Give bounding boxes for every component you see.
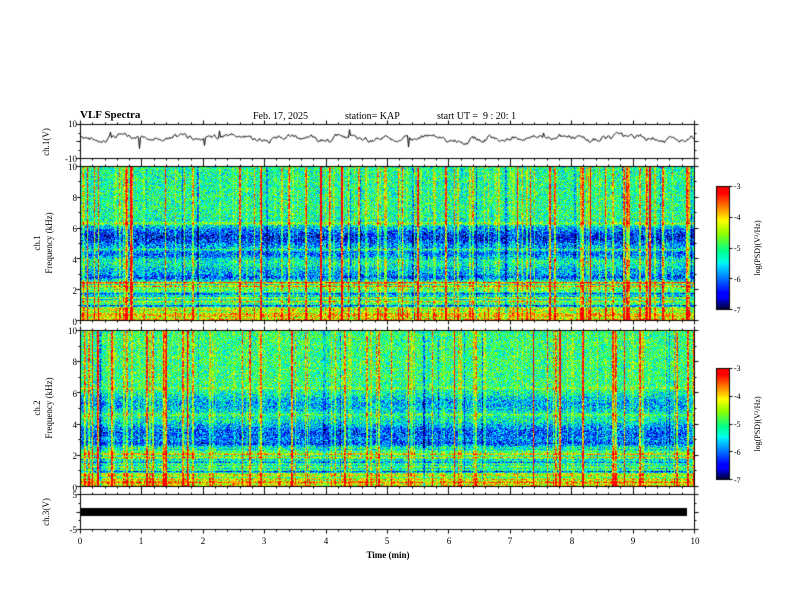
ch1-waveform-panel bbox=[74, 118, 701, 165]
colorbar2-tick: -3 bbox=[734, 364, 741, 373]
ch1-spectrogram-panel bbox=[74, 160, 701, 327]
time-tick: 2 bbox=[200, 536, 206, 546]
ch1-spec-channel-label: ch.1 bbox=[32, 235, 42, 251]
time-tick: 1 bbox=[138, 536, 144, 546]
ch1-wave-ytick-bottom: -10 bbox=[65, 154, 77, 164]
ch1-spec-ytick: 10 bbox=[68, 162, 77, 172]
ch1-spec-ytick: 2 bbox=[72, 286, 78, 296]
ch2-spec-ytick: 8 bbox=[72, 357, 78, 367]
ch2-spec-ytick: 0 bbox=[72, 483, 78, 493]
ch1-voltage-axis-label: ch.1(V) bbox=[41, 128, 51, 156]
time-tick: 6 bbox=[446, 536, 452, 546]
ch2-spec-frequency-axis-label: Frequency (kHz) bbox=[44, 377, 54, 439]
colorbar2-tick: -7 bbox=[734, 476, 741, 485]
ch2-spec-channel-label: ch.2 bbox=[32, 400, 42, 416]
ch1-spec-frequency-axis-label: Frequency (kHz) bbox=[44, 212, 54, 274]
station-label: station= KAP bbox=[345, 111, 400, 122]
time-tick: 3 bbox=[261, 536, 267, 546]
ch2-spec-ytick: 4 bbox=[72, 420, 78, 430]
ch1-spec-ytick: 8 bbox=[72, 193, 78, 203]
colorbar2-tick: -6 bbox=[734, 448, 741, 457]
time-tick: 5 bbox=[384, 536, 390, 546]
ch1-spec-ytick: 6 bbox=[72, 224, 78, 234]
colorbar1-tick: -5 bbox=[734, 244, 741, 253]
time-tick: 4 bbox=[323, 536, 329, 546]
ch3-voltage-axis-label: ch.3(V) bbox=[41, 498, 51, 526]
ch1-colorbar bbox=[712, 182, 736, 314]
ch3-waveform-panel bbox=[74, 488, 701, 536]
start-ut-label: start UT = 9 : 20: 1 bbox=[437, 111, 517, 122]
time-tick: 9 bbox=[630, 536, 636, 546]
date-label: Feb. 17, 2025 bbox=[253, 111, 308, 122]
ch2-colorbar bbox=[712, 364, 736, 484]
time-tick: 10 bbox=[690, 536, 700, 546]
ch1-spec-ytick: 4 bbox=[72, 255, 78, 265]
ch1-wave-ytick-top: 10 bbox=[68, 119, 77, 129]
ch3-ytick-bottom: -5 bbox=[69, 525, 78, 535]
colorbar1-tick: -7 bbox=[734, 306, 741, 315]
time-tick: 0 bbox=[77, 536, 83, 546]
ch2-spectrogram-panel bbox=[74, 324, 701, 493]
time-axis-label: Time (min) bbox=[366, 550, 410, 560]
colorbar2-tick: -5 bbox=[734, 420, 741, 429]
colorbar1-tick: -4 bbox=[734, 213, 741, 222]
colorbar1-tick: -3 bbox=[734, 182, 741, 191]
colorbar2-tick: -4 bbox=[734, 392, 741, 401]
colorbar1-tick: -6 bbox=[734, 275, 741, 284]
time-tick: 8 bbox=[569, 536, 575, 546]
ch3-ytick-top: 5 bbox=[72, 490, 78, 500]
ch2-spec-ytick: 10 bbox=[68, 326, 77, 336]
colorbar2-axis-label: log(PSD)(V²/Hz) bbox=[753, 396, 762, 452]
ch2-spec-ytick: 6 bbox=[72, 389, 78, 399]
ch2-spec-ytick: 2 bbox=[72, 451, 78, 461]
ch1-spec-ytick: 0 bbox=[72, 317, 78, 327]
time-tick: 7 bbox=[507, 536, 513, 546]
colorbar1-axis-label: log(PSD)(V²/Hz) bbox=[753, 220, 762, 276]
